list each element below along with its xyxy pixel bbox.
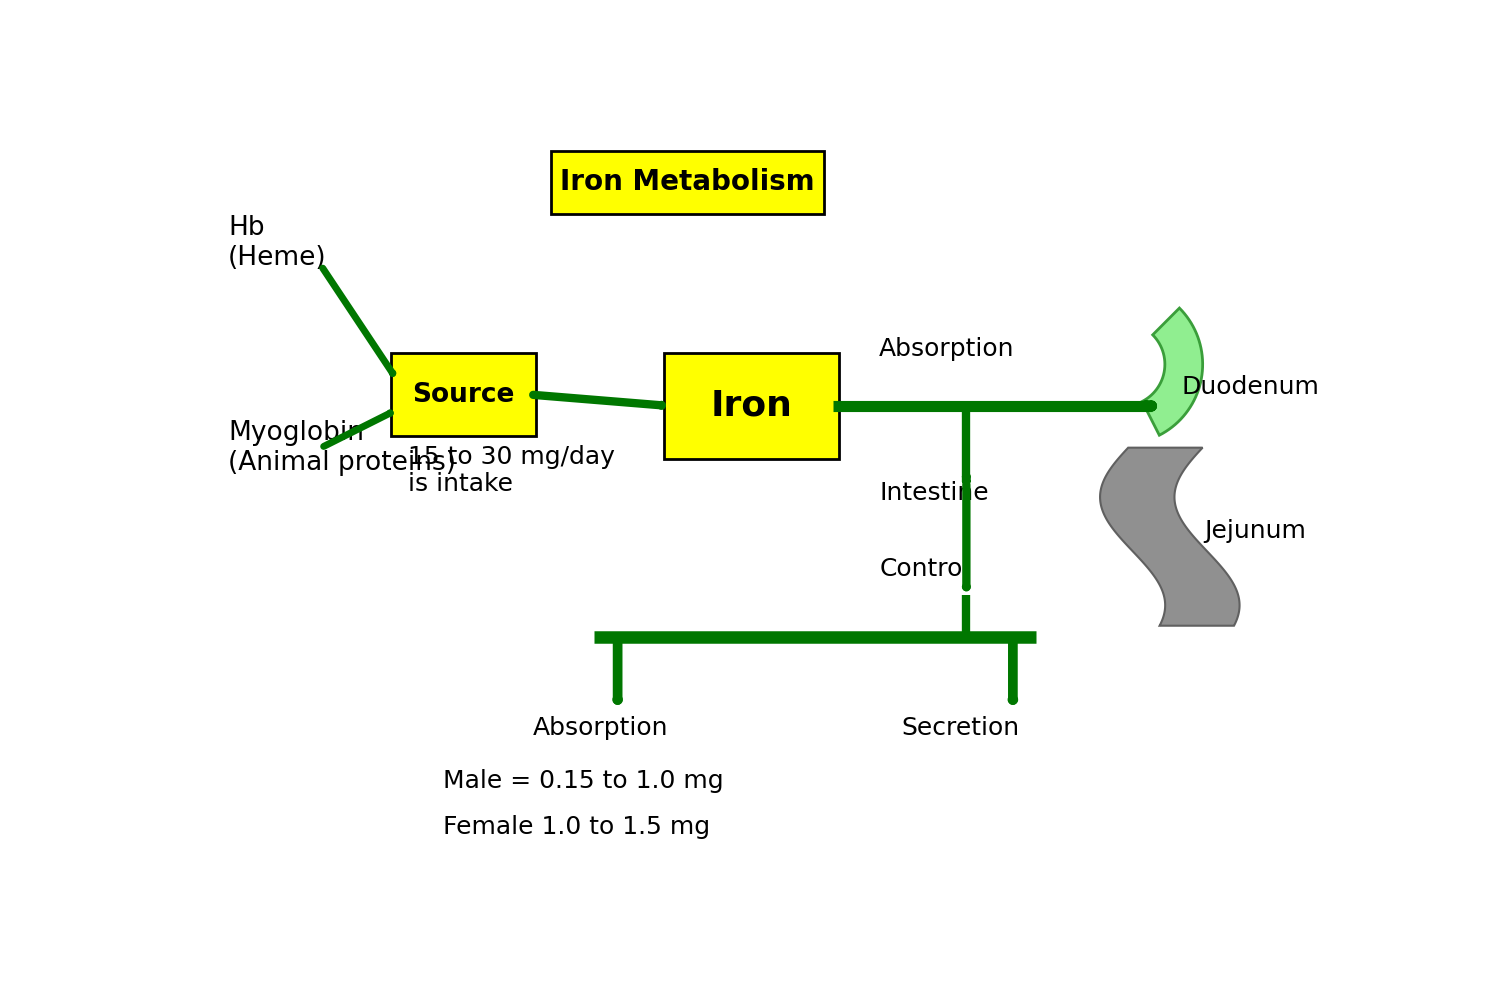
Text: Myoglobin
(Animal proteins): Myoglobin (Animal proteins) [228, 419, 456, 475]
FancyBboxPatch shape [664, 353, 839, 459]
Text: Control: Control [879, 557, 969, 581]
Text: Iron: Iron [711, 389, 792, 423]
Text: Intestine: Intestine [879, 481, 989, 505]
FancyBboxPatch shape [392, 353, 537, 436]
Polygon shape [1142, 308, 1203, 435]
Text: Female 1.0 to 1.5 mg: Female 1.0 to 1.5 mg [444, 815, 711, 838]
Text: 15 to 30 mg/day
is intake: 15 to 30 mg/day is intake [408, 445, 615, 496]
Text: Absorption: Absorption [879, 338, 1014, 361]
Polygon shape [1100, 448, 1239, 626]
Text: Male = 0.15 to 1.0 mg: Male = 0.15 to 1.0 mg [444, 769, 724, 793]
Text: Jejunum: Jejunum [1204, 519, 1306, 543]
Text: Secretion: Secretion [902, 716, 1020, 740]
Text: Source: Source [413, 382, 515, 407]
Text: Hb
(Heme): Hb (Heme) [228, 215, 327, 272]
Text: Absorption: Absorption [532, 716, 668, 740]
Text: Iron Metabolism: Iron Metabolism [560, 168, 814, 197]
Text: Duodenum: Duodenum [1182, 375, 1320, 400]
FancyBboxPatch shape [550, 152, 824, 214]
